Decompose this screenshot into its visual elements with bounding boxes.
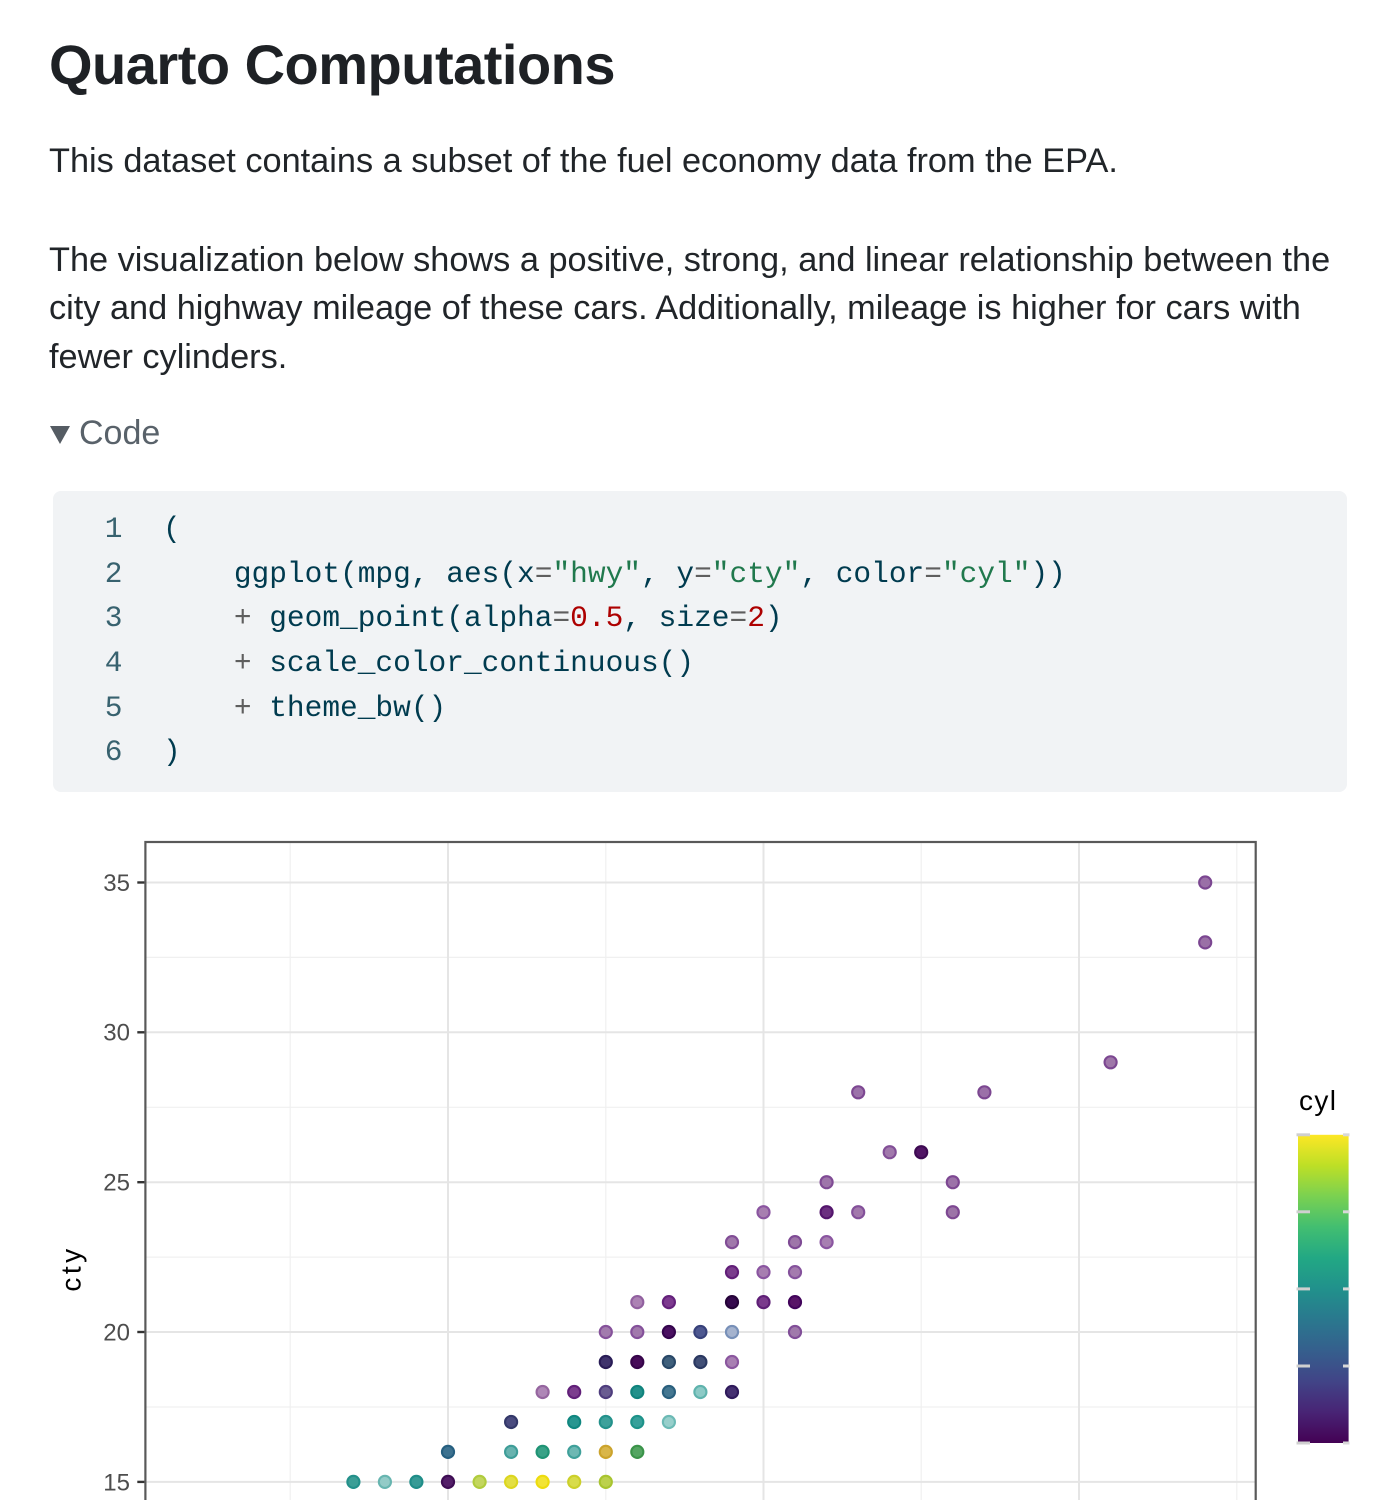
svg-text:15: 15 — [103, 1469, 130, 1496]
svg-text:25: 25 — [103, 1170, 130, 1197]
svg-text:cty: cty — [56, 1245, 87, 1291]
svg-text:cyl: cyl — [1299, 1085, 1337, 1116]
svg-text:30: 30 — [103, 1020, 130, 1047]
svg-text:20: 20 — [103, 1319, 130, 1346]
svg-text:35: 35 — [103, 870, 130, 897]
